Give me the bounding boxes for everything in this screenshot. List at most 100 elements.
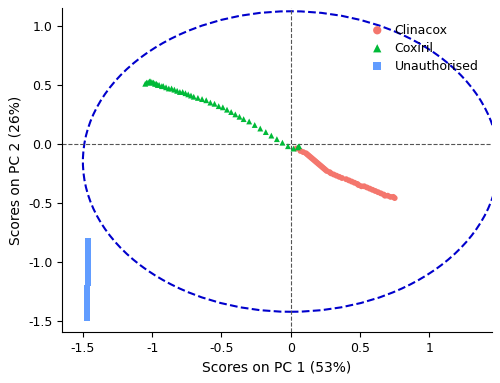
Unauthorised — [83, 306, 91, 312]
Coxiril — [278, 140, 286, 146]
Clinacox — [342, 176, 350, 182]
Coxiril — [273, 136, 281, 142]
Clinacox — [304, 151, 312, 157]
Unauthorised — [83, 315, 91, 321]
Unauthorised — [84, 273, 92, 279]
Coxiril — [150, 80, 158, 86]
Coxiril — [160, 83, 168, 89]
Unauthorised — [83, 291, 91, 298]
Unauthorised — [84, 256, 92, 262]
Coxiril — [294, 144, 302, 151]
Clinacox — [381, 193, 389, 199]
Clinacox — [377, 190, 385, 196]
Legend: Clinacox, Coxiril, Unauthorised: Clinacox, Coxiril, Unauthorised — [362, 21, 481, 75]
Unauthorised — [83, 288, 91, 294]
Unauthorised — [84, 268, 92, 274]
Coxiril — [151, 81, 159, 87]
Coxiril — [190, 94, 198, 100]
Coxiril — [227, 109, 235, 115]
Unauthorised — [83, 285, 91, 291]
Clinacox — [384, 193, 392, 199]
Coxiril — [148, 80, 156, 86]
X-axis label: Scores on PC 1 (53%): Scores on PC 1 (53%) — [202, 361, 352, 375]
Unauthorised — [84, 261, 92, 267]
Clinacox — [318, 164, 326, 170]
Coxiril — [206, 100, 214, 106]
Unauthorised — [84, 265, 92, 271]
Coxiril — [173, 88, 181, 94]
Coxiril — [165, 85, 173, 92]
Clinacox — [312, 159, 320, 165]
Coxiril — [170, 87, 178, 93]
Unauthorised — [83, 296, 91, 303]
Coxiril — [187, 92, 195, 98]
Clinacox — [323, 168, 331, 174]
Coxiril — [194, 95, 202, 101]
Coxiril — [256, 126, 264, 132]
Clinacox — [350, 180, 358, 186]
Unauthorised — [84, 253, 92, 259]
Clinacox — [296, 148, 304, 154]
Coxiril — [178, 89, 186, 95]
Clinacox — [345, 177, 353, 183]
Coxiril — [236, 114, 244, 120]
Clinacox — [335, 174, 343, 180]
Clinacox — [374, 189, 382, 195]
Unauthorised — [84, 280, 92, 286]
Unauthorised — [84, 241, 92, 247]
Coxiril — [245, 118, 253, 124]
Coxiril — [146, 79, 154, 85]
Clinacox — [327, 170, 335, 176]
Clinacox — [380, 192, 388, 198]
Clinacox — [322, 167, 330, 173]
Clinacox — [326, 169, 334, 175]
Coxiril — [155, 82, 163, 88]
Unauthorised — [83, 300, 91, 306]
Clinacox — [314, 161, 322, 167]
Unauthorised — [83, 294, 91, 300]
Clinacox — [320, 165, 328, 172]
Coxiril — [147, 79, 155, 85]
Coxiril — [219, 104, 227, 110]
Coxiril — [198, 96, 206, 102]
Unauthorised — [83, 303, 91, 309]
Coxiril — [142, 81, 150, 87]
Clinacox — [390, 194, 398, 200]
Clinacox — [348, 178, 356, 185]
Y-axis label: Scores on PC 2 (26%): Scores on PC 2 (26%) — [8, 96, 22, 245]
Coxiril — [214, 103, 222, 109]
Clinacox — [306, 154, 314, 160]
Unauthorised — [84, 276, 92, 282]
Clinacox — [316, 162, 324, 168]
Unauthorised — [83, 308, 91, 314]
Clinacox — [368, 187, 376, 193]
Clinacox — [354, 181, 362, 187]
Clinacox — [305, 152, 313, 159]
Coxiril — [210, 101, 218, 107]
Clinacox — [366, 185, 374, 192]
Clinacox — [386, 194, 394, 200]
Coxiril — [290, 146, 298, 152]
Coxiril — [162, 84, 170, 90]
Coxiril — [295, 143, 303, 149]
Clinacox — [358, 183, 366, 189]
Clinacox — [302, 150, 310, 156]
Coxiril — [144, 80, 152, 86]
Unauthorised — [84, 244, 92, 250]
Coxiril — [154, 82, 162, 88]
Coxiril — [168, 85, 175, 92]
Coxiril — [176, 89, 184, 95]
Clinacox — [372, 188, 380, 194]
Unauthorised — [84, 237, 92, 244]
Clinacox — [313, 160, 321, 166]
Clinacox — [317, 163, 325, 169]
Clinacox — [310, 157, 318, 164]
Clinacox — [363, 184, 371, 190]
Coxiril — [250, 122, 258, 128]
Coxiril — [232, 111, 239, 118]
Unauthorised — [84, 249, 92, 255]
Clinacox — [309, 156, 317, 162]
Coxiril — [268, 133, 276, 139]
Coxiril — [202, 97, 210, 103]
Coxiril — [284, 143, 292, 149]
